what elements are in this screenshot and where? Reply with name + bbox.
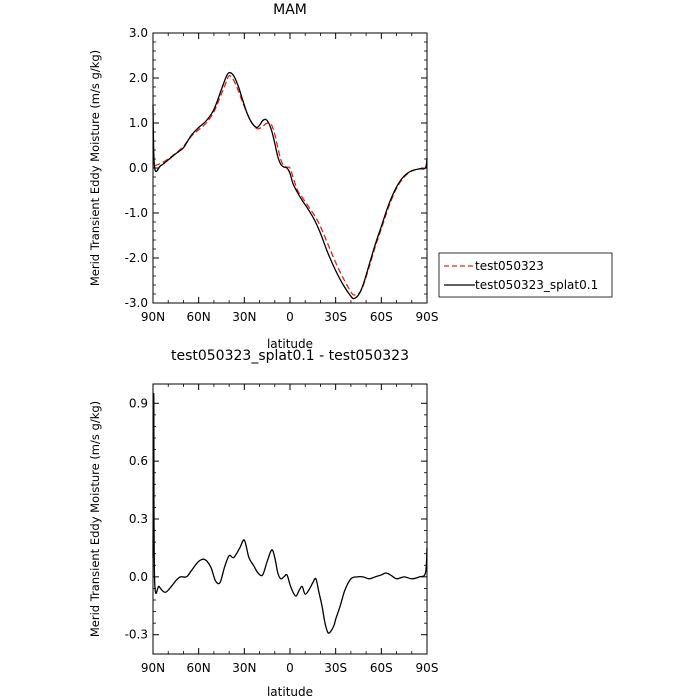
bottom-y-tick-label: 0.3 <box>129 512 148 526</box>
top-y-axis: -3.0 -2.0 -1.0 0.0 1.0 2.0 3.0 <box>125 26 427 310</box>
top-y-tick-label: -1.0 <box>125 206 148 220</box>
legend-label-test050323-splat: test050323_splat0.1 <box>475 278 598 292</box>
top-y-tick-label: 3.0 <box>129 26 148 40</box>
bottom-x-tick-label: 60S <box>370 661 393 675</box>
bottom-series-line-1 <box>152 392 428 634</box>
legend-label-test050323: test050323 <box>475 259 544 273</box>
bottom-x-tick-label: 30N <box>232 661 256 675</box>
top-panel: MAM -3.0 -2.0 -1.0 0.0 1.0 2.0 3.0 90N 60N 30N 0 3… <box>88 2 613 351</box>
top-x-tick-label: 30S <box>324 310 347 324</box>
bottom-plot-frame <box>152 383 428 655</box>
bottom-y-axis: -0.3 0.0 0.3 0.6 0.9 <box>125 396 427 642</box>
top-y-tick-label: 0.0 <box>129 161 148 175</box>
top-x-tick-label: 0 <box>286 310 294 324</box>
bottom-y-axis-label: Merid Transient Eddy Moisture (m/s g/kg) <box>88 401 102 637</box>
top-x-tick-label: 90N <box>141 310 165 324</box>
bottom-title: test050323_splat0.1 - test050323 <box>171 348 409 364</box>
bottom-y-tick-label: 0.9 <box>129 396 148 410</box>
bottom-x-tick-label: 90N <box>141 661 165 675</box>
bottom-x-axis-label: latitude <box>267 685 313 699</box>
bottom-series-lines <box>152 392 428 634</box>
bottom-x-axis: 90N 60N 30N 0 30S 60S 90S <box>141 384 439 675</box>
bottom-y-tick-label: 0.0 <box>129 570 148 584</box>
top-y-tick-label: 2.0 <box>129 71 148 85</box>
bottom-x-tick-label: 60N <box>187 661 211 675</box>
top-series-lines <box>152 71 428 300</box>
bottom-x-tick-label: 0 <box>286 661 294 675</box>
top-x-tick-label: 90S <box>416 310 439 324</box>
legend: test050323 test050323_splat0.1 <box>438 252 613 298</box>
top-plot-frame <box>152 32 428 304</box>
bottom-y-tick-label: -0.3 <box>125 628 148 642</box>
top-title: MAM <box>273 2 307 18</box>
bottom-x-tick-label: 30S <box>324 661 347 675</box>
top-x-axis-label: latitude <box>267 337 313 351</box>
top-x-tick-label: 30N <box>232 310 256 324</box>
top-y-tick-label: -3.0 <box>125 296 148 310</box>
top-x-tick-label: 60N <box>187 310 211 324</box>
legend-frame <box>438 252 613 298</box>
top-x-axis: 90N 60N 30N 0 30S 60S 90S <box>141 33 439 324</box>
top-y-tick-label: -2.0 <box>125 251 148 265</box>
top-y-axis-label: Merid Transient Eddy Moisture (m/s g/kg) <box>88 50 102 286</box>
bottom-panel: test050323_splat0.1 - test050323 -0.3 0.0… <box>88 348 438 699</box>
bottom-y-tick-label: 0.6 <box>129 454 148 468</box>
bottom-x-tick-label: 90S <box>416 661 439 675</box>
top-series-line-test050323-splat0-1 <box>152 71 428 300</box>
top-y-tick-label: 1.0 <box>129 116 148 130</box>
top-x-tick-label: 60S <box>370 310 393 324</box>
